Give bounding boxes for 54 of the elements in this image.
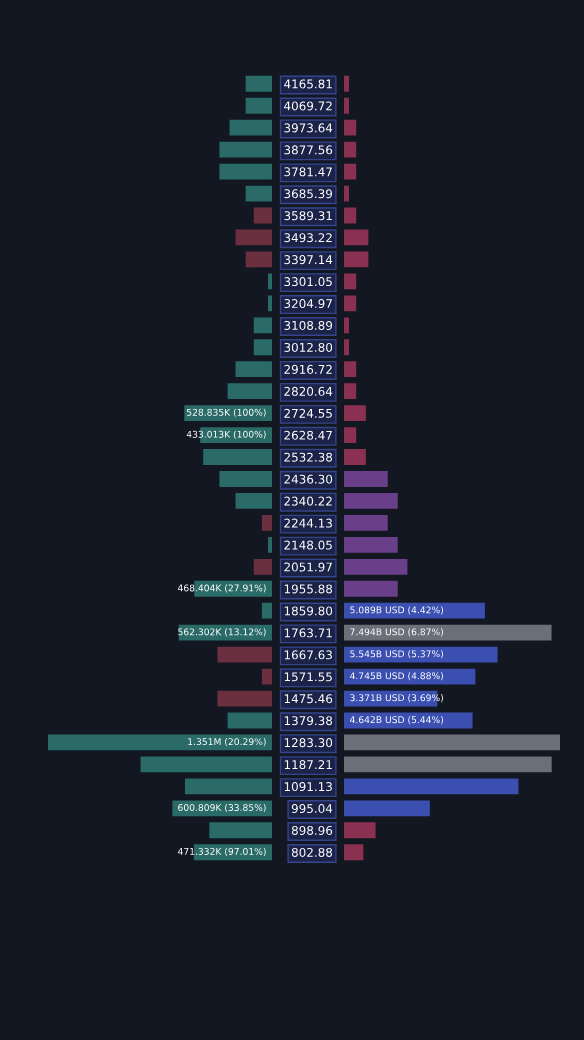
bar (219, 163, 272, 180)
bar (344, 558, 408, 575)
bar (344, 646, 498, 663)
bar (344, 405, 366, 422)
bar (48, 734, 272, 751)
bar (178, 624, 272, 641)
bar (261, 514, 272, 531)
bar (344, 141, 357, 158)
bar (344, 493, 398, 509)
bar (235, 229, 272, 246)
bar (344, 295, 357, 312)
bar (184, 778, 272, 795)
bar (235, 493, 272, 509)
bar (344, 800, 430, 817)
bar (229, 119, 272, 136)
bar (253, 339, 272, 356)
bar (253, 317, 272, 334)
bar (219, 471, 272, 487)
bar (245, 75, 272, 92)
bar (245, 97, 272, 114)
bar (217, 646, 272, 663)
bar (344, 580, 398, 597)
bar (344, 119, 357, 136)
bar (344, 844, 364, 861)
bar (235, 361, 272, 378)
bar (227, 383, 272, 400)
bar (219, 141, 272, 158)
bar (344, 514, 388, 531)
bar (253, 558, 272, 575)
bar (140, 756, 272, 773)
bar (344, 427, 357, 443)
bar (344, 471, 388, 487)
bar (344, 602, 485, 619)
bar (203, 449, 272, 465)
bar (344, 778, 519, 795)
bar (261, 602, 272, 619)
bar (344, 361, 357, 378)
bar (344, 251, 369, 268)
bar (245, 251, 272, 268)
bar (344, 822, 376, 839)
bar (209, 822, 272, 839)
bar (245, 185, 272, 202)
bar (344, 449, 366, 465)
bar (344, 229, 369, 246)
bar (344, 536, 398, 553)
bar (344, 383, 357, 400)
bar (344, 734, 560, 751)
bar (344, 624, 552, 641)
bar (227, 712, 272, 729)
bar (344, 273, 357, 290)
bar (344, 207, 357, 224)
bar (344, 163, 357, 180)
bar (217, 690, 272, 707)
bar (344, 756, 552, 773)
